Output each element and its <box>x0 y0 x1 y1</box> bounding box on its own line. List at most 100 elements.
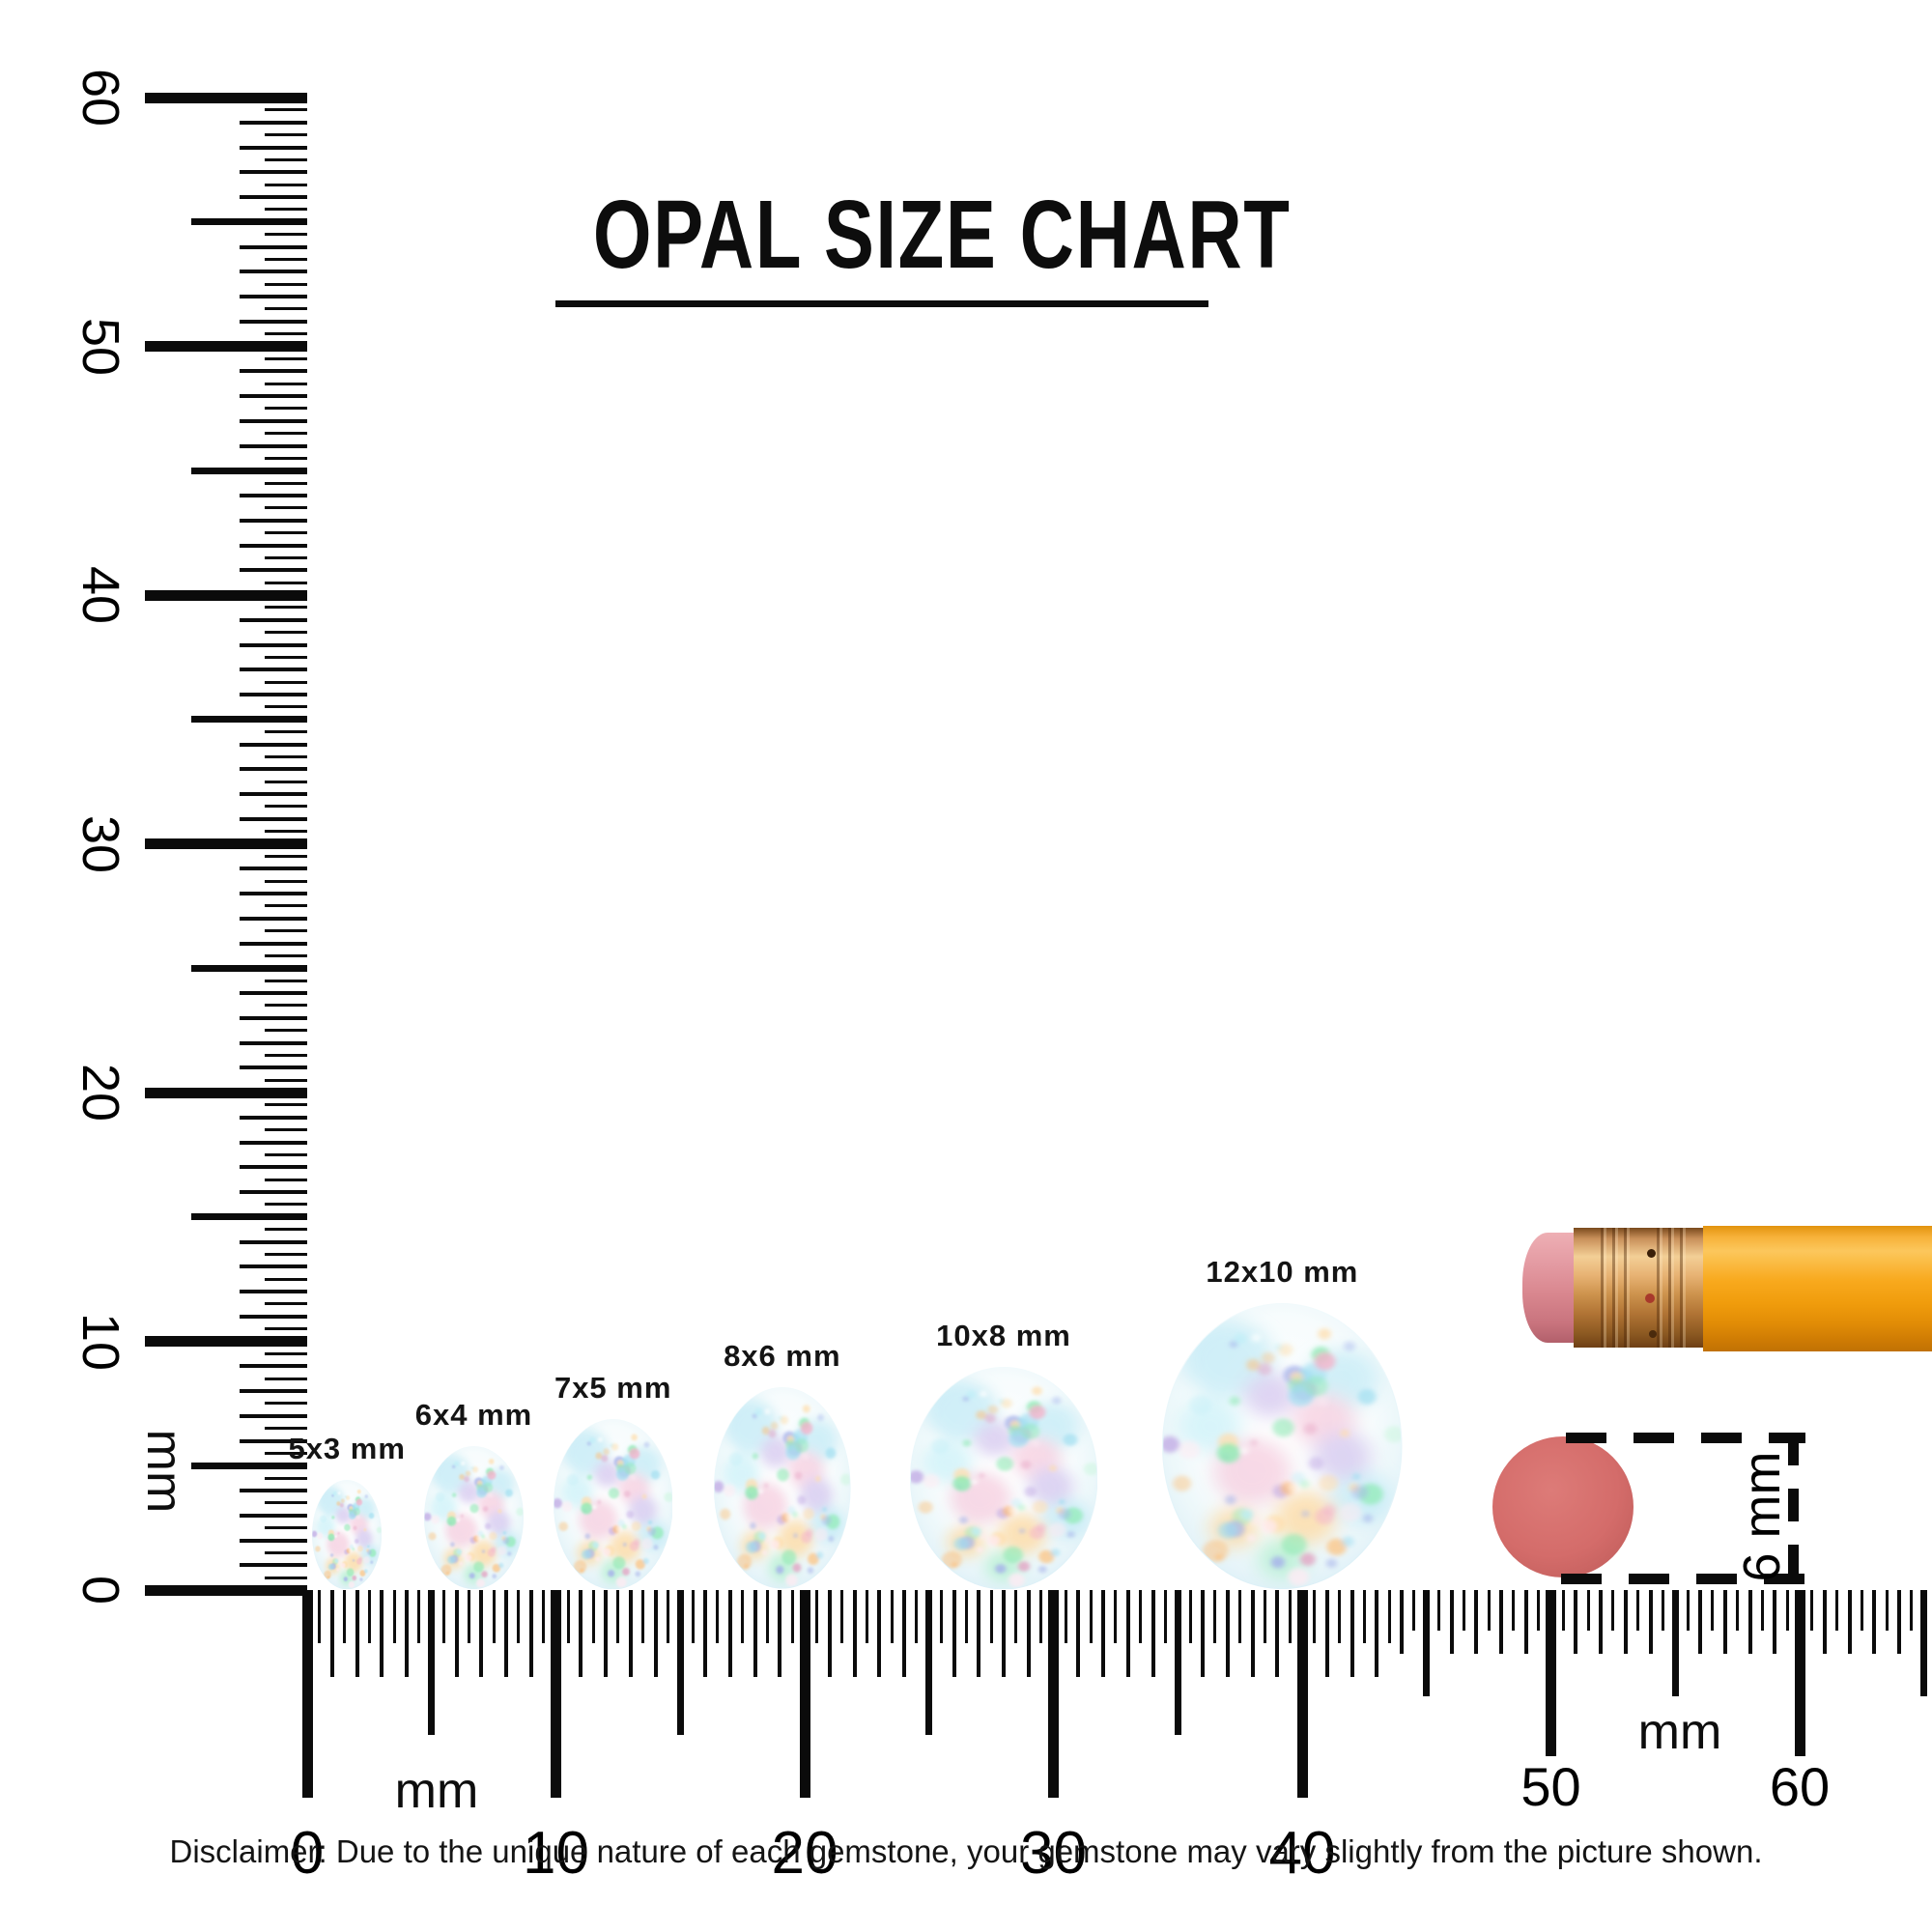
h-ruler-tick <box>989 1590 993 1643</box>
v-ruler-tick <box>265 1576 307 1579</box>
v-ruler-tick <box>240 1290 307 1293</box>
h-ruler-tick <box>355 1590 359 1677</box>
v-ruler-tick <box>265 1427 307 1431</box>
h-ruler-tick <box>1760 1590 1764 1631</box>
measure-line-top <box>1566 1433 1805 1443</box>
v-ruler-tick <box>265 830 307 834</box>
v-ruler-tick <box>240 1513 307 1518</box>
v-ruler-tick <box>240 816 307 821</box>
v-ruler-tick <box>265 257 307 261</box>
h-ruler-tick <box>1698 1590 1702 1654</box>
opal-size-label: 8x6 mm <box>724 1339 841 1374</box>
v-ruler-tick <box>265 506 307 510</box>
h-ruler-tick <box>1474 1590 1479 1654</box>
h-ruler-tick <box>1151 1590 1155 1677</box>
v-ruler-tick <box>240 1563 307 1568</box>
h-ruler-tick <box>1822 1590 1827 1654</box>
opal-5x3mm <box>312 1480 382 1589</box>
v-ruler-tick <box>240 145 307 150</box>
v-ruler-tick <box>265 1029 307 1033</box>
v-ruler-tick <box>265 1078 307 1082</box>
v-ruler-tick <box>240 892 307 895</box>
v-ruler-tick <box>265 631 307 635</box>
h-ruler-tick <box>1324 1590 1329 1677</box>
h-ruler-tick <box>380 1590 384 1677</box>
h-ruler-tick <box>1487 1590 1491 1631</box>
v-ruler-tick <box>265 680 307 684</box>
h-ruler-tick <box>940 1590 944 1643</box>
v-ruler-tick <box>240 394 307 398</box>
v-ruler-tick <box>191 467 307 474</box>
v-ruler-tick <box>145 1336 307 1347</box>
h-ruler-tick <box>1064 1590 1067 1643</box>
v-ruler-tick <box>265 531 307 535</box>
opal-8x6mm <box>714 1387 851 1589</box>
h-ruler-number: 40 <box>1268 1820 1336 1887</box>
h-ruler-number: 20 <box>771 1820 838 1887</box>
v-ruler-tick <box>240 170 307 175</box>
v-ruler-tick <box>265 1526 307 1530</box>
v-ruler-number: 0 <box>71 1575 129 1605</box>
v-ruler-tick <box>240 1314 307 1319</box>
h-ruler-tick <box>727 1590 732 1677</box>
disclaimer-text: Disclaimer: Due to the unique nature of … <box>169 1833 1763 1869</box>
h-ruler-tick <box>1736 1590 1740 1631</box>
v-ruler-tick <box>265 282 307 286</box>
v-ruler-tick <box>265 1402 307 1406</box>
h-ruler-tick <box>952 1590 956 1677</box>
v-ruler-tick <box>191 716 307 724</box>
h-ruler-tick <box>890 1590 894 1643</box>
h-ruler-tick <box>405 1590 409 1677</box>
title-underline <box>555 300 1208 307</box>
h-ruler-tick <box>1897 1590 1901 1654</box>
v-ruler-tick <box>265 854 307 858</box>
v-ruler-tick <box>265 157 307 161</box>
v-ruler-tick <box>145 1087 307 1098</box>
h-ruler-tick <box>815 1590 819 1643</box>
h-ruler-tick <box>1847 1590 1852 1654</box>
ferrule-crimp <box>1657 1228 1686 1348</box>
h-ruler-tick <box>902 1590 906 1677</box>
h-ruler-number: 60 <box>1769 1756 1831 1817</box>
v-ruler-tick <box>240 1264 307 1269</box>
h-ruler-tick <box>1546 1590 1556 1756</box>
h-ruler-tick <box>1747 1590 1752 1654</box>
opal-7x5mm <box>554 1419 673 1589</box>
v-ruler-tick <box>240 568 307 573</box>
v-ruler-tick <box>265 356 307 360</box>
v-ruler-tick <box>240 295 307 298</box>
h-ruler-tick <box>1288 1590 1292 1643</box>
v-ruler-tick <box>265 1178 307 1181</box>
h-ruler-tick <box>1201 1590 1205 1677</box>
page-title: OPAL SIZE CHART <box>592 181 1292 289</box>
h-ruler-tick <box>442 1590 446 1643</box>
h-ruler-tick <box>1860 1590 1863 1631</box>
v-ruler-tick <box>240 1115 307 1120</box>
h-ruler-tick <box>1722 1590 1727 1654</box>
h-ruler-tick <box>1188 1590 1192 1643</box>
v-ruler-tick <box>265 1152 307 1156</box>
measure-line-bottom <box>1561 1574 1805 1584</box>
h-ruler-tick <box>1835 1590 1839 1631</box>
v-ruler-tick <box>240 668 307 672</box>
ferrule-crimp <box>1601 1228 1630 1348</box>
v-ruler-tick <box>191 218 307 226</box>
v-ruler-tick <box>265 1228 307 1232</box>
h-ruler-tick <box>343 1590 347 1643</box>
opal-10x8mm <box>910 1367 1097 1590</box>
h-ruler-tick <box>1785 1590 1789 1631</box>
v-ruler-tick <box>240 1489 307 1492</box>
h-ruler-number: 50 <box>1520 1756 1581 1817</box>
h-ruler-tick <box>1014 1590 1018 1643</box>
h-ruler-tick <box>1139 1590 1143 1643</box>
h-ruler-tick <box>454 1590 459 1677</box>
h-ruler-unit: mm <box>1637 1704 1722 1760</box>
h-ruler-tick <box>1423 1590 1431 1696</box>
h-ruler-tick <box>467 1590 470 1643</box>
h-ruler-tick <box>1794 1590 1805 1756</box>
round-eraser <box>1492 1436 1634 1577</box>
h-ruler-tick <box>392 1590 396 1643</box>
h-ruler-tick <box>790 1590 794 1643</box>
h-ruler-tick <box>579 1590 583 1677</box>
v-ruler-tick <box>265 456 307 460</box>
